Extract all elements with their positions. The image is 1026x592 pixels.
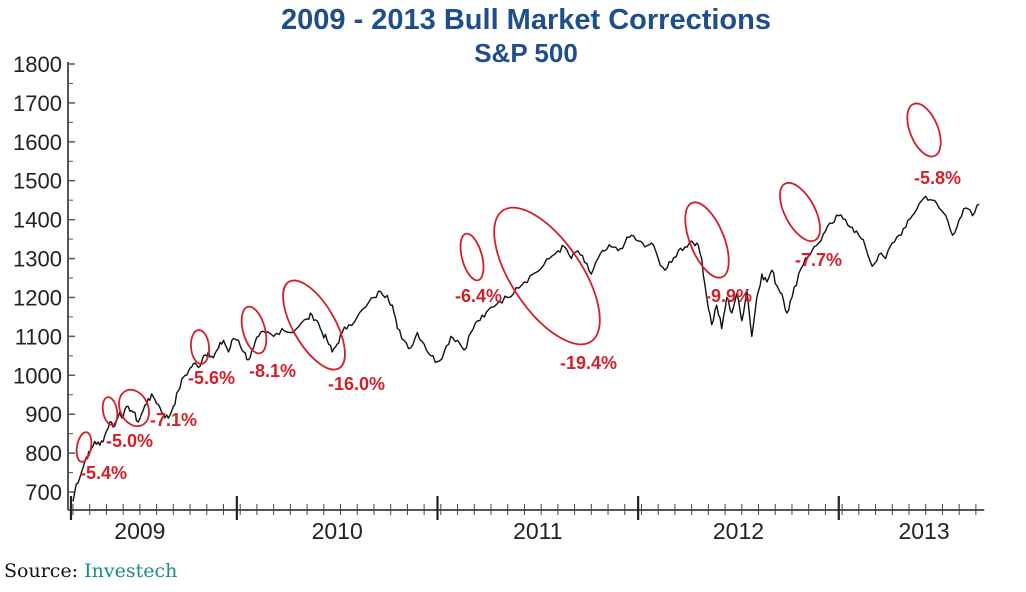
x-tick-label: 2010 — [312, 518, 363, 544]
y-tick-label: 700 — [25, 480, 62, 505]
correction-label: -16.0% — [328, 374, 385, 394]
x-axis: 2009 2010 2011 2012 2013 — [68, 496, 985, 544]
correction-ellipse — [101, 396, 119, 426]
correction-ellipse — [282, 279, 346, 371]
correction-ellipse — [240, 305, 268, 355]
x-tick-label: 2012 — [713, 518, 764, 544]
x-tick-label: 2009 — [114, 518, 165, 544]
y-tick-label: 1700 — [13, 91, 62, 116]
y-tick-label: 1500 — [13, 169, 62, 194]
y-tick-label: 900 — [25, 402, 62, 427]
x-tick-label: 2011 — [513, 518, 562, 544]
y-tick-label: 1400 — [13, 208, 62, 233]
y-tick-label: 800 — [25, 441, 62, 466]
correction-ellipse — [75, 431, 93, 463]
correction-label: -5.6% — [188, 368, 235, 388]
correction-ellipse — [493, 206, 601, 346]
correction-label: -8.1% — [249, 361, 296, 381]
correction-label: -6.4% — [455, 286, 502, 306]
chart-subtitle: S&P 500 — [474, 38, 578, 68]
y-tick-label: 1800 — [13, 52, 62, 77]
y-tick-label: 1600 — [13, 130, 62, 155]
correction-ellipse — [684, 201, 730, 279]
series-line-sp500 — [72, 195, 980, 502]
correction-ellipse — [118, 388, 150, 428]
correction-label: -7.7% — [795, 250, 842, 270]
y-tick-label: 1300 — [13, 247, 62, 272]
correction-ellipse — [190, 329, 210, 365]
correction-ellipse — [906, 102, 942, 158]
correction-ellipse — [459, 232, 485, 282]
correction-ellipse — [779, 181, 821, 243]
series-group — [72, 195, 980, 502]
y-tick-label: 1100 — [15, 324, 62, 349]
chart-title: 2009 - 2013 Bull Market Corrections — [281, 4, 771, 36]
correction-label: -5.4% — [80, 463, 127, 483]
correction-label: -9.9% — [705, 286, 752, 306]
correction-label: -5.8% — [914, 168, 961, 188]
y-tick-label: 1000 — [13, 363, 62, 388]
correction-label: -7.1% — [150, 410, 197, 430]
x-tick-label: 2013 — [898, 518, 949, 544]
y-axis: 700 800 900 1000 1100 1200 1300 1400 1500 1600 170… — [13, 52, 75, 510]
source-credit: Source: Investech — [4, 560, 177, 582]
source-label: Source: — [4, 560, 79, 582]
annotations-group: -5.4% -5.0%-7.1% -5.6% -8.1% -16.0% -6.4% -19.… — [75, 102, 961, 483]
correction-label: -19.4% — [560, 353, 617, 373]
source-link[interactable]: Investech — [84, 560, 178, 582]
correction-label: -5.0% — [106, 431, 153, 451]
y-tick-label: 1200 — [13, 285, 62, 310]
